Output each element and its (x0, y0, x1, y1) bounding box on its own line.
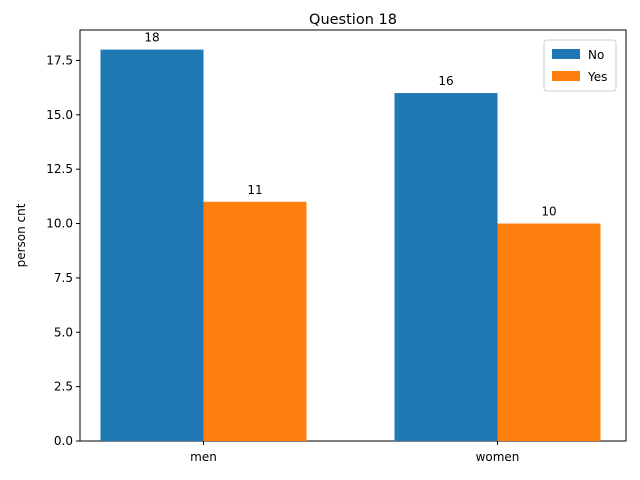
legend-swatch-no (552, 49, 580, 59)
y-tick-label: 5.0 (54, 325, 73, 339)
legend-swatch-yes (552, 71, 580, 81)
legend-label-no: No (588, 48, 604, 62)
y-tick-label: 0.0 (54, 434, 73, 448)
data-label: 16 (438, 74, 453, 88)
y-tick-label: 17.5 (46, 53, 73, 67)
data-label: 11 (247, 183, 262, 197)
y-axis-label: person cnt (14, 203, 28, 267)
data-label: 10 (541, 205, 556, 219)
plot-area (79, 29, 627, 442)
legend-label-yes: Yes (587, 70, 607, 84)
x-tick-label: women (476, 450, 520, 464)
x-axis: men women (190, 441, 519, 464)
x-tick-label: men (190, 450, 217, 464)
chart-title: Question 18 (309, 12, 397, 28)
plot-frame (79, 29, 627, 442)
bar-yes-men (203, 201, 307, 441)
data-labels-group: 18 11 16 10 (144, 31, 556, 219)
legend: No Yes (543, 39, 617, 92)
y-tick-label: 7.5 (54, 271, 73, 285)
y-tick-label: 10.0 (46, 217, 73, 231)
bars-group (100, 49, 601, 442)
data-label: 18 (144, 31, 159, 45)
y-tick-label: 12.5 (46, 162, 73, 176)
y-tick-label: 15.0 (46, 108, 73, 122)
bar-no-men (100, 49, 204, 441)
bar-no-women (394, 93, 498, 442)
y-tick-label: 2.5 (54, 380, 73, 394)
y-axis: 0.0 2.5 5.0 7.5 10.0 12.5 15.0 17.5 (46, 53, 80, 448)
bar-yes-women (497, 223, 601, 441)
